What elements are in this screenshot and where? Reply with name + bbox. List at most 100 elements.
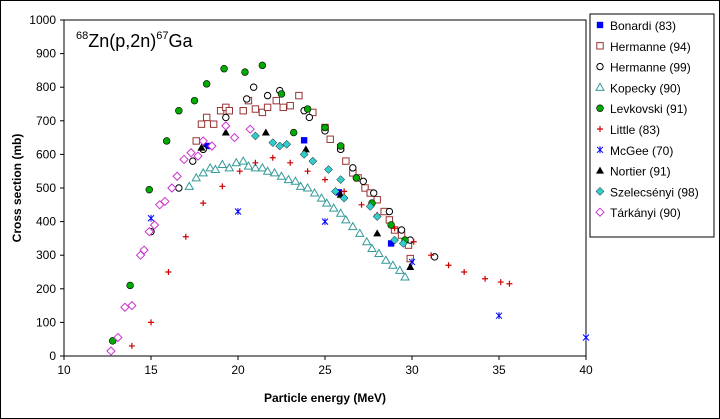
- legend-marker: [596, 62, 604, 71]
- data-point: [162, 137, 171, 145]
- data-point: [361, 184, 369, 192]
- data-point: [222, 113, 230, 122]
- data-point: [341, 214, 351, 224]
- legend-marker: [596, 104, 604, 112]
- data-point: [220, 65, 228, 73]
- data-point: [149, 220, 160, 230]
- data-point: [303, 105, 312, 113]
- legend-label: Tárkányi (90): [610, 206, 681, 220]
- data-point: [305, 113, 314, 122]
- title-element-out: Ga: [169, 31, 194, 51]
- data-point: [309, 108, 317, 117]
- data-point: [321, 198, 332, 207]
- data-point: [279, 103, 287, 112]
- data-point: [335, 208, 346, 217]
- data-point: [219, 183, 226, 190]
- data-point: [191, 172, 202, 182]
- data-point: [316, 193, 327, 202]
- data-point: [276, 171, 287, 180]
- data-point: [229, 132, 240, 143]
- data-point: [321, 218, 329, 226]
- data-point: [328, 203, 339, 212]
- data-point: [175, 184, 183, 192]
- x-tick-label: 35: [492, 363, 506, 377]
- data-point: [331, 187, 340, 196]
- legend-marker: [597, 126, 603, 132]
- data-point: [252, 159, 259, 166]
- data-point: [391, 225, 398, 232]
- data-point: [160, 196, 170, 207]
- data-point: [167, 183, 177, 193]
- x-tick-label: 30: [405, 363, 419, 377]
- y-tick-label: 700: [36, 114, 56, 128]
- data-point: [144, 226, 154, 237]
- series-0: [203, 137, 395, 247]
- data-point: [290, 176, 301, 185]
- data-point: [224, 162, 235, 172]
- data-point: [394, 265, 405, 274]
- data-point: [202, 80, 211, 88]
- data-point: [352, 174, 361, 182]
- legend-label: Szelecsényi (98): [610, 185, 699, 199]
- data-point: [197, 120, 206, 128]
- data-point: [286, 101, 294, 110]
- y-axis: 0 100 200 300 400 500 600 700 800 900 1000: [29, 13, 64, 363]
- legend-label: Hermanne (94): [610, 40, 691, 54]
- legend-label: Bonardi (83): [610, 19, 676, 33]
- data-point: [251, 105, 260, 113]
- x-tick-label: 15: [144, 363, 158, 377]
- data-point: [192, 137, 200, 145]
- title-mass-in: 68: [76, 30, 88, 42]
- data-point: [243, 95, 251, 103]
- y-tick-label: 400: [36, 215, 56, 229]
- data-point: [582, 334, 590, 342]
- data-point: [165, 269, 172, 275]
- legend-label: Hermanne (99): [610, 61, 691, 75]
- data-point: [308, 156, 318, 166]
- data-point: [326, 135, 334, 143]
- data-point: [179, 154, 189, 165]
- data-point: [445, 262, 452, 269]
- y-tick-label: 500: [36, 181, 56, 195]
- data-point: [236, 168, 243, 175]
- x-axis-label: Particle energy (MeV): [264, 391, 386, 405]
- legend-label: Levkovski (91): [610, 102, 687, 116]
- data-point: [263, 103, 272, 112]
- data-point: [239, 107, 247, 115]
- data-point: [495, 312, 503, 320]
- data-point: [397, 226, 406, 234]
- data-point: [189, 157, 197, 165]
- data-point: [372, 212, 382, 221]
- y-tick-label: 200: [36, 282, 56, 296]
- data-point: [302, 182, 313, 192]
- data-point: [354, 228, 365, 237]
- legend-marker: [596, 146, 604, 154]
- data-point: [336, 142, 345, 150]
- data-point: [349, 164, 357, 172]
- legend-marker: [595, 82, 605, 91]
- y-axis-label: Cross section (mb): [10, 134, 24, 243]
- data-point: [210, 164, 221, 174]
- data-point: [283, 174, 294, 184]
- data-point: [109, 337, 117, 345]
- legend-label: McGee (70): [610, 144, 673, 158]
- data-point: [249, 83, 258, 91]
- legend-marker: [596, 42, 604, 50]
- legend-label: Nortier (91): [610, 165, 671, 179]
- series-3: [184, 156, 410, 281]
- data-point: [359, 177, 367, 185]
- data-point: [361, 236, 372, 246]
- data-point: [225, 107, 234, 115]
- data-point: [207, 141, 217, 151]
- x-axis: 10 15 20 25 30 35 40: [57, 356, 593, 377]
- data-point: [390, 235, 399, 245]
- data-point: [358, 201, 365, 208]
- data-point: [272, 96, 280, 105]
- data-point: [406, 254, 414, 263]
- data-point: [406, 262, 415, 270]
- data-point: [262, 166, 273, 175]
- y-tick-label: 600: [36, 147, 56, 161]
- data-point: [203, 142, 210, 150]
- data-point: [186, 148, 196, 158]
- data-point: [198, 136, 208, 146]
